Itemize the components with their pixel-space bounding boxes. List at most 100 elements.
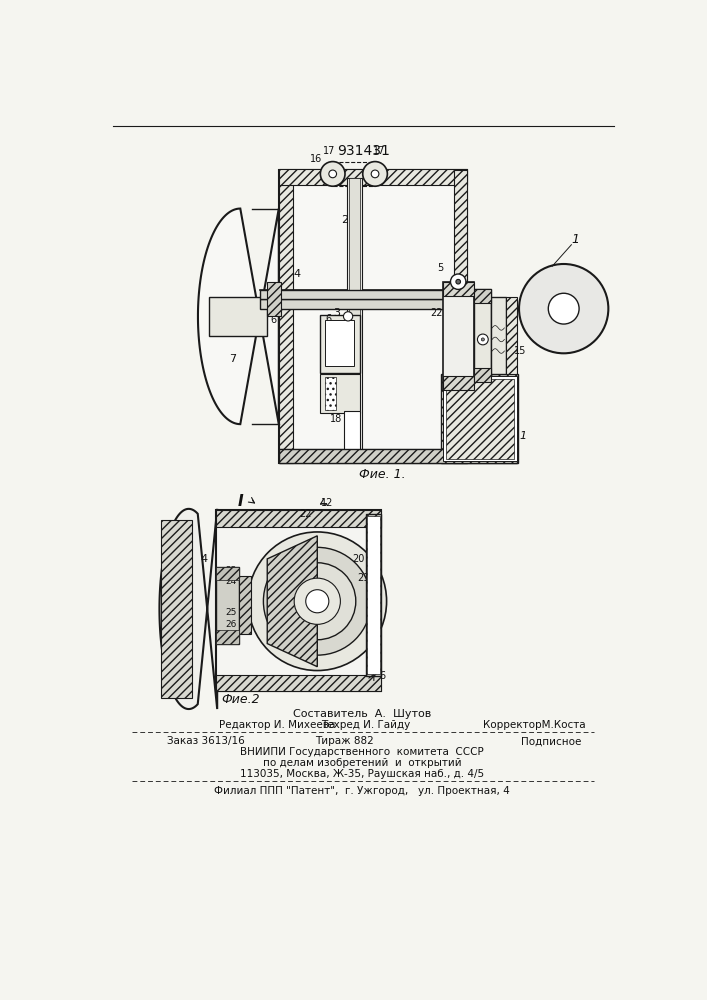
Text: 12: 12 — [321, 498, 334, 508]
Circle shape — [481, 338, 484, 341]
Bar — [267, 282, 281, 316]
Circle shape — [329, 170, 337, 178]
Text: 6: 6 — [370, 608, 377, 618]
Text: 10: 10 — [368, 571, 380, 581]
Polygon shape — [198, 209, 279, 424]
Text: 5: 5 — [438, 263, 443, 273]
Circle shape — [305, 590, 329, 613]
Text: 6: 6 — [326, 314, 332, 324]
Circle shape — [450, 274, 466, 289]
Bar — [279, 170, 293, 463]
Text: 7: 7 — [229, 354, 236, 364]
Text: 6: 6 — [380, 671, 386, 681]
Text: Филиал ППП "Патент",  г. Ужгород,   ул. Проектная, 4: Филиал ППП "Патент", г. Ужгород, ул. Про… — [214, 786, 510, 796]
Bar — [441, 374, 518, 463]
Bar — [239, 576, 251, 634]
Text: Техред И. Гайду: Техред И. Гайду — [321, 720, 410, 730]
Bar — [216, 567, 239, 580]
Text: 6: 6 — [270, 315, 276, 325]
Polygon shape — [267, 536, 317, 667]
Circle shape — [320, 162, 345, 186]
Bar — [216, 630, 239, 644]
Bar — [279, 449, 518, 463]
Circle shape — [519, 264, 608, 353]
Text: 13: 13 — [477, 384, 489, 394]
Text: 11: 11 — [221, 631, 233, 641]
Bar — [209, 297, 267, 336]
Text: 4: 4 — [201, 554, 208, 564]
Text: 14: 14 — [494, 384, 507, 394]
Text: 22: 22 — [300, 509, 312, 519]
Bar — [491, 297, 506, 374]
Bar — [216, 675, 381, 691]
Bar — [443, 282, 474, 296]
Text: 113035, Москва, Ж-35, Раушская наб., д. 4/5: 113035, Москва, Ж-35, Раушская наб., д. … — [240, 769, 484, 779]
Text: Редактор И. Михеева: Редактор И. Михеева — [218, 720, 335, 730]
Bar — [320, 374, 360, 413]
Text: 9: 9 — [306, 654, 313, 664]
Text: 2: 2 — [341, 215, 348, 225]
Text: 4: 4 — [293, 269, 300, 279]
Text: 20: 20 — [352, 554, 364, 564]
Circle shape — [371, 170, 379, 178]
Circle shape — [264, 547, 371, 655]
Text: 17: 17 — [322, 146, 335, 156]
Text: Составитель  А.  Шутов: Составитель А. Шутов — [293, 709, 431, 719]
Bar — [161, 520, 192, 698]
Text: Тираж 882: Тираж 882 — [315, 736, 373, 746]
Circle shape — [344, 312, 353, 321]
Text: по делам изобретений  и  открытий: по делам изобретений и открытий — [262, 758, 461, 768]
Text: 21: 21 — [357, 573, 370, 583]
Bar — [325, 320, 354, 366]
Bar — [344, 411, 360, 450]
Bar — [506, 297, 518, 374]
Bar — [279, 449, 467, 463]
Circle shape — [477, 334, 489, 345]
Bar — [368, 516, 380, 674]
Text: 23: 23 — [226, 566, 237, 575]
Bar — [366, 514, 381, 676]
Text: 15: 15 — [513, 346, 526, 356]
Text: 17: 17 — [373, 146, 385, 156]
Text: 22: 22 — [431, 308, 443, 318]
Circle shape — [549, 293, 579, 324]
Bar — [259, 299, 456, 309]
Text: Заказ 3613/16: Заказ 3613/16 — [167, 736, 245, 746]
Text: 931431: 931431 — [337, 144, 390, 158]
Bar — [474, 368, 491, 382]
Bar — [474, 289, 491, 303]
Bar — [443, 376, 517, 461]
Circle shape — [294, 578, 340, 624]
Bar — [454, 170, 467, 463]
Text: 16: 16 — [310, 153, 322, 163]
Text: Фие.2: Фие.2 — [221, 693, 259, 706]
Bar — [320, 315, 360, 373]
Bar — [443, 376, 474, 389]
Bar — [474, 289, 491, 382]
Text: ВНИИПИ Государственного  комитета  СССР: ВНИИПИ Государственного комитета СССР — [240, 747, 484, 757]
Bar — [325, 377, 336, 410]
Text: 1: 1 — [520, 431, 527, 441]
Text: 19: 19 — [338, 454, 351, 464]
Text: КорректорМ.Коста: КорректорМ.Коста — [483, 720, 585, 730]
Circle shape — [279, 563, 356, 640]
Text: 1: 1 — [571, 233, 579, 246]
Text: Фие. 1.: Фие. 1. — [359, 468, 406, 481]
Bar — [446, 379, 514, 459]
Bar — [259, 290, 456, 299]
Text: 18: 18 — [330, 414, 343, 424]
Bar — [279, 169, 467, 185]
Bar — [216, 510, 381, 691]
Circle shape — [456, 279, 460, 284]
Text: 8: 8 — [295, 640, 301, 650]
Bar — [279, 170, 467, 463]
Text: 24: 24 — [226, 578, 237, 586]
Bar — [349, 178, 360, 451]
Circle shape — [248, 532, 387, 671]
Text: Подписное: Подписное — [521, 736, 582, 746]
Bar — [216, 510, 381, 527]
Bar — [216, 567, 239, 644]
Text: 26: 26 — [226, 620, 237, 629]
Text: 3: 3 — [333, 308, 340, 318]
Text: 25: 25 — [226, 608, 237, 617]
